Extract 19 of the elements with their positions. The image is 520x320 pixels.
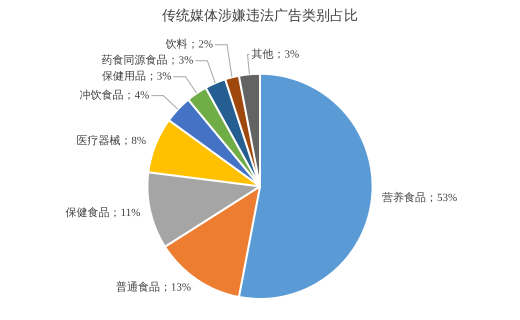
slice-label: 普通食品 xyxy=(116,280,160,294)
slice-label: 医疗器械 xyxy=(76,134,120,148)
slice-label: 保健用品 xyxy=(102,70,146,83)
data-label: ；8% xyxy=(120,135,146,148)
data-label: ；3% xyxy=(168,54,194,67)
data-label: ；13% xyxy=(160,282,192,294)
slice-label: 药食同源食品 xyxy=(102,54,168,67)
slice-label: 保健食品 xyxy=(66,207,110,220)
data-label: ；4% xyxy=(124,90,150,102)
data-label: ；3% xyxy=(146,70,172,83)
slice-label: 营养食品 xyxy=(382,190,426,204)
data-label: ；3% xyxy=(274,48,300,60)
data-label: ；53% xyxy=(426,192,458,204)
slice-label: 冲饮食品 xyxy=(80,88,124,102)
slice-label: 饮料 xyxy=(164,38,188,51)
slice-label: 其他 xyxy=(252,47,274,60)
data-label: ；11% xyxy=(110,207,140,220)
chart-title: 传统媒体涉嫌违法广告类别占比 xyxy=(162,8,358,24)
data-label: ；2% xyxy=(187,38,214,51)
